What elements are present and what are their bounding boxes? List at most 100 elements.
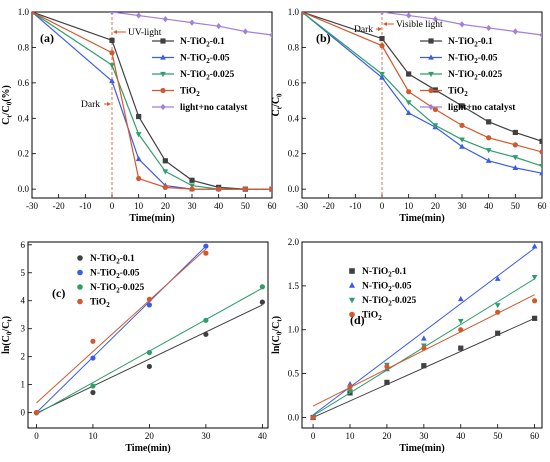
series-n-tio2-0-1-point <box>146 363 153 370</box>
panel-label: (c) <box>52 286 65 300</box>
x-tick-label: 10 <box>404 201 414 211</box>
legend: N-TiO2-0.1 N-TiO2-0.05 N-TiO2-0.025 TiO2 <box>77 254 145 309</box>
series-n-tio2-0-05-point <box>405 109 412 116</box>
x-tick-label: 50 <box>511 201 521 211</box>
x-axis-label: Time(min) <box>399 213 444 224</box>
series-n-tio2-0-05-point <box>494 275 501 281</box>
series-n-tio2-0-1-point <box>136 113 142 120</box>
series-tio2-point <box>242 186 248 192</box>
legend-label: light+no catalyst <box>180 103 248 113</box>
series-tio2 <box>33 248 209 416</box>
series-n-tio2-0-05-point <box>457 295 464 302</box>
x-tick-label: 0 <box>380 201 385 211</box>
annotation-arrowhead <box>107 102 111 106</box>
legend-item-n-tio2-0-025: N-TiO2-0.025 <box>420 70 503 82</box>
series-n-tio2-0-1-point <box>189 177 195 183</box>
series-n-tio2-0-1-point <box>532 315 538 321</box>
series-n-tio2-0-05-point <box>531 243 538 249</box>
y-axis-label: ln(C0/Ct) <box>1 316 14 354</box>
series-tio2-point <box>90 338 96 344</box>
x-axis-label: Time(min) <box>129 213 174 224</box>
y-tick-label: 0.4 <box>18 113 30 123</box>
series-n-tio2-0-1-point <box>203 331 209 337</box>
x-tick-label: 10 <box>346 431 356 441</box>
series-light-no-catalyst-point <box>216 23 222 30</box>
x-tick-label: 20 <box>431 201 441 211</box>
series-n-tio2-0-025-point <box>459 137 465 143</box>
legend-swatch-marker <box>428 103 434 111</box>
legend-item-n-tio2-0-05: N-TiO2-0.05 <box>152 54 230 65</box>
series-light-no-catalyst-point <box>189 19 195 26</box>
series-tio2-point <box>459 122 465 128</box>
y-tick-label: 1.0 <box>288 325 300 335</box>
series-n-tio2-0-1-point <box>259 299 265 305</box>
annotation-uv-light: UV-light <box>128 28 162 38</box>
annotation-arrowhead <box>113 30 117 34</box>
legend: N-TiO2-0.1 N-TiO2-0.05 N-TiO2-0.025 TiO2 lig… <box>152 37 248 113</box>
annotation-arrowhead <box>383 22 387 26</box>
series-n-tio2-0-1-point <box>539 138 542 144</box>
legend-label: N-TiO2-0.05 <box>448 54 498 66</box>
series-tio2-line <box>32 12 272 190</box>
series-light-no-catalyst <box>109 12 272 39</box>
series-light-no-catalyst-point <box>109 12 115 16</box>
series-tio2-point <box>269 186 272 192</box>
x-tick-label: 30 <box>458 201 468 211</box>
x-tick-label: 50 <box>241 201 251 211</box>
series-n-tio2-0-05-line <box>302 12 542 174</box>
x-tick-label: 20 <box>382 431 392 441</box>
series-tio2-point <box>421 345 427 351</box>
series-tio2-point <box>162 184 168 190</box>
annotation-dark: Dark <box>354 25 373 35</box>
series-n-tio2-0-025-point <box>203 317 209 323</box>
series-n-tio2-0-1-point <box>512 129 518 136</box>
series-tio2 <box>32 12 272 192</box>
legend-item-n-tio2-0-1: N-TiO2-0.1 <box>420 37 493 49</box>
series-n-tio2-0-1-line <box>302 12 542 142</box>
x-tick-label: -20 <box>323 201 335 211</box>
series-n-tio2-0-025-line <box>32 12 272 190</box>
x-tick-label: -20 <box>53 201 65 211</box>
y-tick-label: 0.8 <box>18 42 30 52</box>
legend-swatch-marker <box>428 54 434 60</box>
series-n-tio2-0-025-point <box>457 318 464 325</box>
series-n-tio2-0-025-point <box>539 164 542 170</box>
legend-swatch-marker <box>349 268 355 274</box>
series-n-tio2-0-1-point <box>384 379 390 385</box>
series-n-tio2-0-1-point <box>495 330 501 336</box>
legend-swatch-marker <box>77 269 83 276</box>
series-n-tio2-0-1-point <box>406 71 412 77</box>
legend-label: N-TiO2-0.05 <box>362 282 412 294</box>
series-tio2-point <box>32 12 35 15</box>
y-tick-label: 0.8 <box>288 42 300 52</box>
x-tick-label: 0 <box>311 431 316 441</box>
series-n-tio2-0-025-point <box>135 132 142 138</box>
series-light-no-catalyst-point <box>539 31 542 39</box>
x-tick-label: 30 <box>188 201 198 211</box>
series-tio2 <box>302 12 542 155</box>
series-light-no-catalyst-point <box>432 15 438 23</box>
legend-swatch-marker <box>348 282 356 288</box>
y-tick-label: 2.0 <box>288 237 300 247</box>
series-n-tio2-0-1-line <box>32 12 272 190</box>
x-tick-label: 40 <box>258 431 268 441</box>
legend: N-TiO2-0.1 N-TiO2-0.05 N-TiO2-0.025 TiO2 <box>348 267 417 322</box>
y-tick-label: 0.2 <box>18 149 29 159</box>
plot-area <box>302 12 542 176</box>
series-n-tio2-0-05-point <box>420 335 427 341</box>
plot-frame <box>31 11 273 199</box>
x-tick-label: -30 <box>296 201 308 211</box>
series-n-tio2-0-025-point <box>432 123 439 129</box>
legend-item-tio2: TiO2 <box>152 87 200 98</box>
y-tick-label: 0.5 <box>288 369 300 379</box>
y-tick-label: 5 <box>21 268 26 278</box>
legend-item-tio2: TiO2 <box>77 298 110 309</box>
series-light-no-catalyst-point <box>379 12 385 16</box>
panel-a: -30 -20 -10 0 10 20 30 40 50 60 0.0 0.2 0.4 0.6 0.8 1.0… <box>1 7 277 224</box>
legend-swatch-marker <box>428 38 434 44</box>
panel-b: -30 -20 -10 0 10 20 30 40 50 60 0.0 0.2 0.4 0.6 0.8 1.0… <box>271 7 547 224</box>
legend-swatch-marker <box>428 87 434 94</box>
plot-frame <box>301 11 543 199</box>
series-n-tio2-0-05-point <box>90 355 96 361</box>
